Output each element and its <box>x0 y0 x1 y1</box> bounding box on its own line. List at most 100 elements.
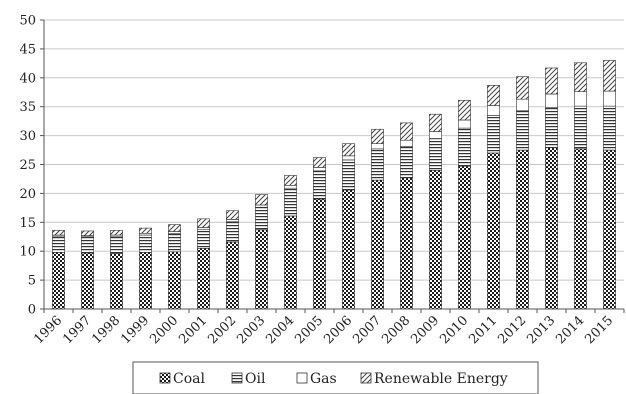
bar-renewable-energy <box>603 60 616 92</box>
bar-gas <box>429 131 442 139</box>
bar-renewable-energy <box>400 122 413 141</box>
legend-label: Gas <box>310 371 337 387</box>
x-tick-label: 2006 <box>321 313 355 347</box>
bar-stack-2015 <box>603 60 616 310</box>
bar-gas <box>400 139 413 147</box>
x-tick-label: 2007 <box>350 313 384 347</box>
bar-oil <box>371 148 384 181</box>
bar-gas <box>574 91 587 107</box>
bar-oil <box>168 232 181 253</box>
bar-stack-2003 <box>255 194 268 310</box>
x-tick-label: 1996 <box>31 313 65 347</box>
bar-stack-2012 <box>516 76 529 310</box>
x-tick-label: 2001 <box>176 313 210 347</box>
bar-stack-2014 <box>574 62 587 310</box>
legend-label: Coal <box>173 371 205 387</box>
bar-coal <box>255 229 268 310</box>
x-axis: 1996199719981999200020012002200320042005… <box>31 308 625 347</box>
x-tick-label: 2002 <box>205 313 239 347</box>
legend-swatch <box>360 372 372 384</box>
bar-renewable-energy <box>110 230 123 236</box>
bar-coal <box>284 215 297 310</box>
x-tick-label: 2015 <box>582 313 616 347</box>
bar-renewable-energy <box>52 230 65 236</box>
bar-renewable-energy <box>574 62 587 92</box>
bar-renewable-energy <box>371 128 384 144</box>
bar-gas <box>487 105 500 116</box>
legend-item-renewable-energy: Renewable Energy <box>360 371 508 387</box>
bar-oil <box>458 127 471 167</box>
legend-item-oil: Oil <box>231 371 266 387</box>
x-tick-label: 2008 <box>379 313 413 347</box>
bar-oil <box>81 236 94 254</box>
bar-stack-2009 <box>429 113 442 310</box>
bar-renewable-energy <box>545 67 558 95</box>
y-tick-label: 15 <box>19 216 36 231</box>
x-tick-label: 1998 <box>89 313 123 347</box>
y-tick-label: 20 <box>19 187 36 202</box>
bar-stack-2000 <box>168 224 181 310</box>
bar-gas <box>603 90 616 107</box>
bar-coal <box>342 189 355 310</box>
x-tick-label: 2009 <box>408 313 442 347</box>
bar-oil <box>226 221 239 243</box>
y-tick-label: 45 <box>19 42 36 57</box>
bar-coal <box>429 169 442 310</box>
bar-gas <box>545 93 558 108</box>
bar-gas <box>516 98 529 112</box>
x-tick-label: 2005 <box>292 313 326 347</box>
bar-coal <box>110 253 123 310</box>
bar-renewable-energy <box>516 76 529 100</box>
bar-oil <box>574 105 587 150</box>
bar-stack-2010 <box>458 100 471 310</box>
bar-coal <box>574 148 587 310</box>
bar-coal <box>400 177 413 310</box>
legend: Coal Oil Gas Renewable Energy <box>132 361 539 394</box>
bar-renewable-energy <box>81 230 94 236</box>
y-tick-label: 35 <box>19 100 36 115</box>
bar-stack-1999 <box>139 227 152 310</box>
y-tick-label: 5 <box>28 274 36 289</box>
bar-coal <box>168 251 181 310</box>
bar-stack-2013 <box>545 67 558 310</box>
bar-oil <box>284 187 297 217</box>
bar-renewable-energy <box>313 157 326 168</box>
bar-stack-2002 <box>226 210 239 310</box>
bar-gas <box>371 143 384 150</box>
legend-swatch <box>296 372 308 384</box>
bar-renewable-energy <box>487 85 500 106</box>
bar-renewable-energy <box>284 175 297 186</box>
legend-item-gas: Gas <box>296 371 337 387</box>
bar-renewable-energy <box>458 100 471 121</box>
x-tick-label: 2003 <box>234 313 268 347</box>
bar-renewable-energy <box>197 218 210 228</box>
bar-stack-2004 <box>284 175 297 310</box>
x-tick-label: 2011 <box>466 313 500 347</box>
bar-renewable-energy <box>139 227 152 234</box>
x-tick-label: 2012 <box>495 313 529 347</box>
bar-gas <box>226 219 239 223</box>
bar-gas <box>342 155 355 161</box>
bar-oil <box>342 159 355 191</box>
bar-coal <box>516 149 529 310</box>
bar-coal <box>545 147 558 310</box>
bar-stack-2001 <box>197 218 210 310</box>
bar-stack-2011 <box>487 85 500 310</box>
x-tick-label: 2004 <box>263 313 297 347</box>
legend-label: Renewable Energy <box>374 371 508 387</box>
bar-stack-2006 <box>342 143 355 310</box>
x-tick-label: 1997 <box>60 313 94 347</box>
bar-coal <box>371 179 384 310</box>
x-tick-label: 2014 <box>553 313 587 347</box>
bar-oil <box>429 138 442 171</box>
gridlines <box>44 19 624 310</box>
bar-renewable-energy <box>168 224 181 232</box>
bar-renewable-energy <box>429 113 442 132</box>
y-tick-label: 10 <box>19 245 36 260</box>
bar-oil <box>197 228 210 249</box>
legend-label: Oil <box>245 371 266 387</box>
bar-stack-1998 <box>110 230 123 310</box>
bar-stack-1997 <box>81 230 94 310</box>
x-tick-label: 1999 <box>118 313 152 347</box>
